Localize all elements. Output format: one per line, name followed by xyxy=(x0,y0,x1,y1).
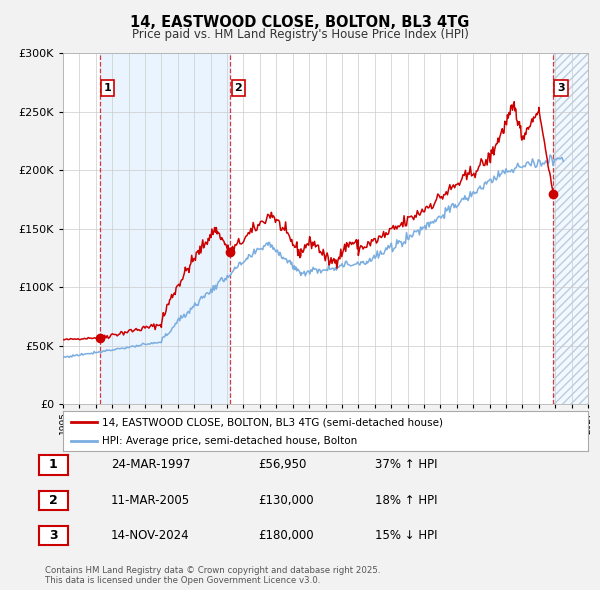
Text: 11-MAR-2005: 11-MAR-2005 xyxy=(111,494,190,507)
Bar xyxy=(553,53,588,404)
Text: HPI: Average price, semi-detached house, Bolton: HPI: Average price, semi-detached house,… xyxy=(103,437,358,446)
Text: 1: 1 xyxy=(49,458,58,471)
Text: £130,000: £130,000 xyxy=(258,494,314,507)
Text: 2: 2 xyxy=(234,83,242,93)
Text: 37% ↑ HPI: 37% ↑ HPI xyxy=(375,458,437,471)
Text: £180,000: £180,000 xyxy=(258,529,314,542)
Bar xyxy=(100,53,230,404)
Bar xyxy=(553,53,588,404)
Text: 14, EASTWOOD CLOSE, BOLTON, BL3 4TG (semi-detached house): 14, EASTWOOD CLOSE, BOLTON, BL3 4TG (sem… xyxy=(103,418,443,428)
Text: 15% ↓ HPI: 15% ↓ HPI xyxy=(375,529,437,542)
Text: £56,950: £56,950 xyxy=(258,458,307,471)
Text: 3: 3 xyxy=(557,83,565,93)
Text: Price paid vs. HM Land Registry's House Price Index (HPI): Price paid vs. HM Land Registry's House … xyxy=(131,28,469,41)
Text: 3: 3 xyxy=(49,529,58,542)
Text: 24-MAR-1997: 24-MAR-1997 xyxy=(111,458,191,471)
Text: 2: 2 xyxy=(49,494,58,507)
Text: 1: 1 xyxy=(104,83,112,93)
Text: Contains HM Land Registry data © Crown copyright and database right 2025.
This d: Contains HM Land Registry data © Crown c… xyxy=(45,566,380,585)
Text: 14, EASTWOOD CLOSE, BOLTON, BL3 4TG: 14, EASTWOOD CLOSE, BOLTON, BL3 4TG xyxy=(130,15,470,30)
Text: 14-NOV-2024: 14-NOV-2024 xyxy=(111,529,190,542)
Text: 18% ↑ HPI: 18% ↑ HPI xyxy=(375,494,437,507)
